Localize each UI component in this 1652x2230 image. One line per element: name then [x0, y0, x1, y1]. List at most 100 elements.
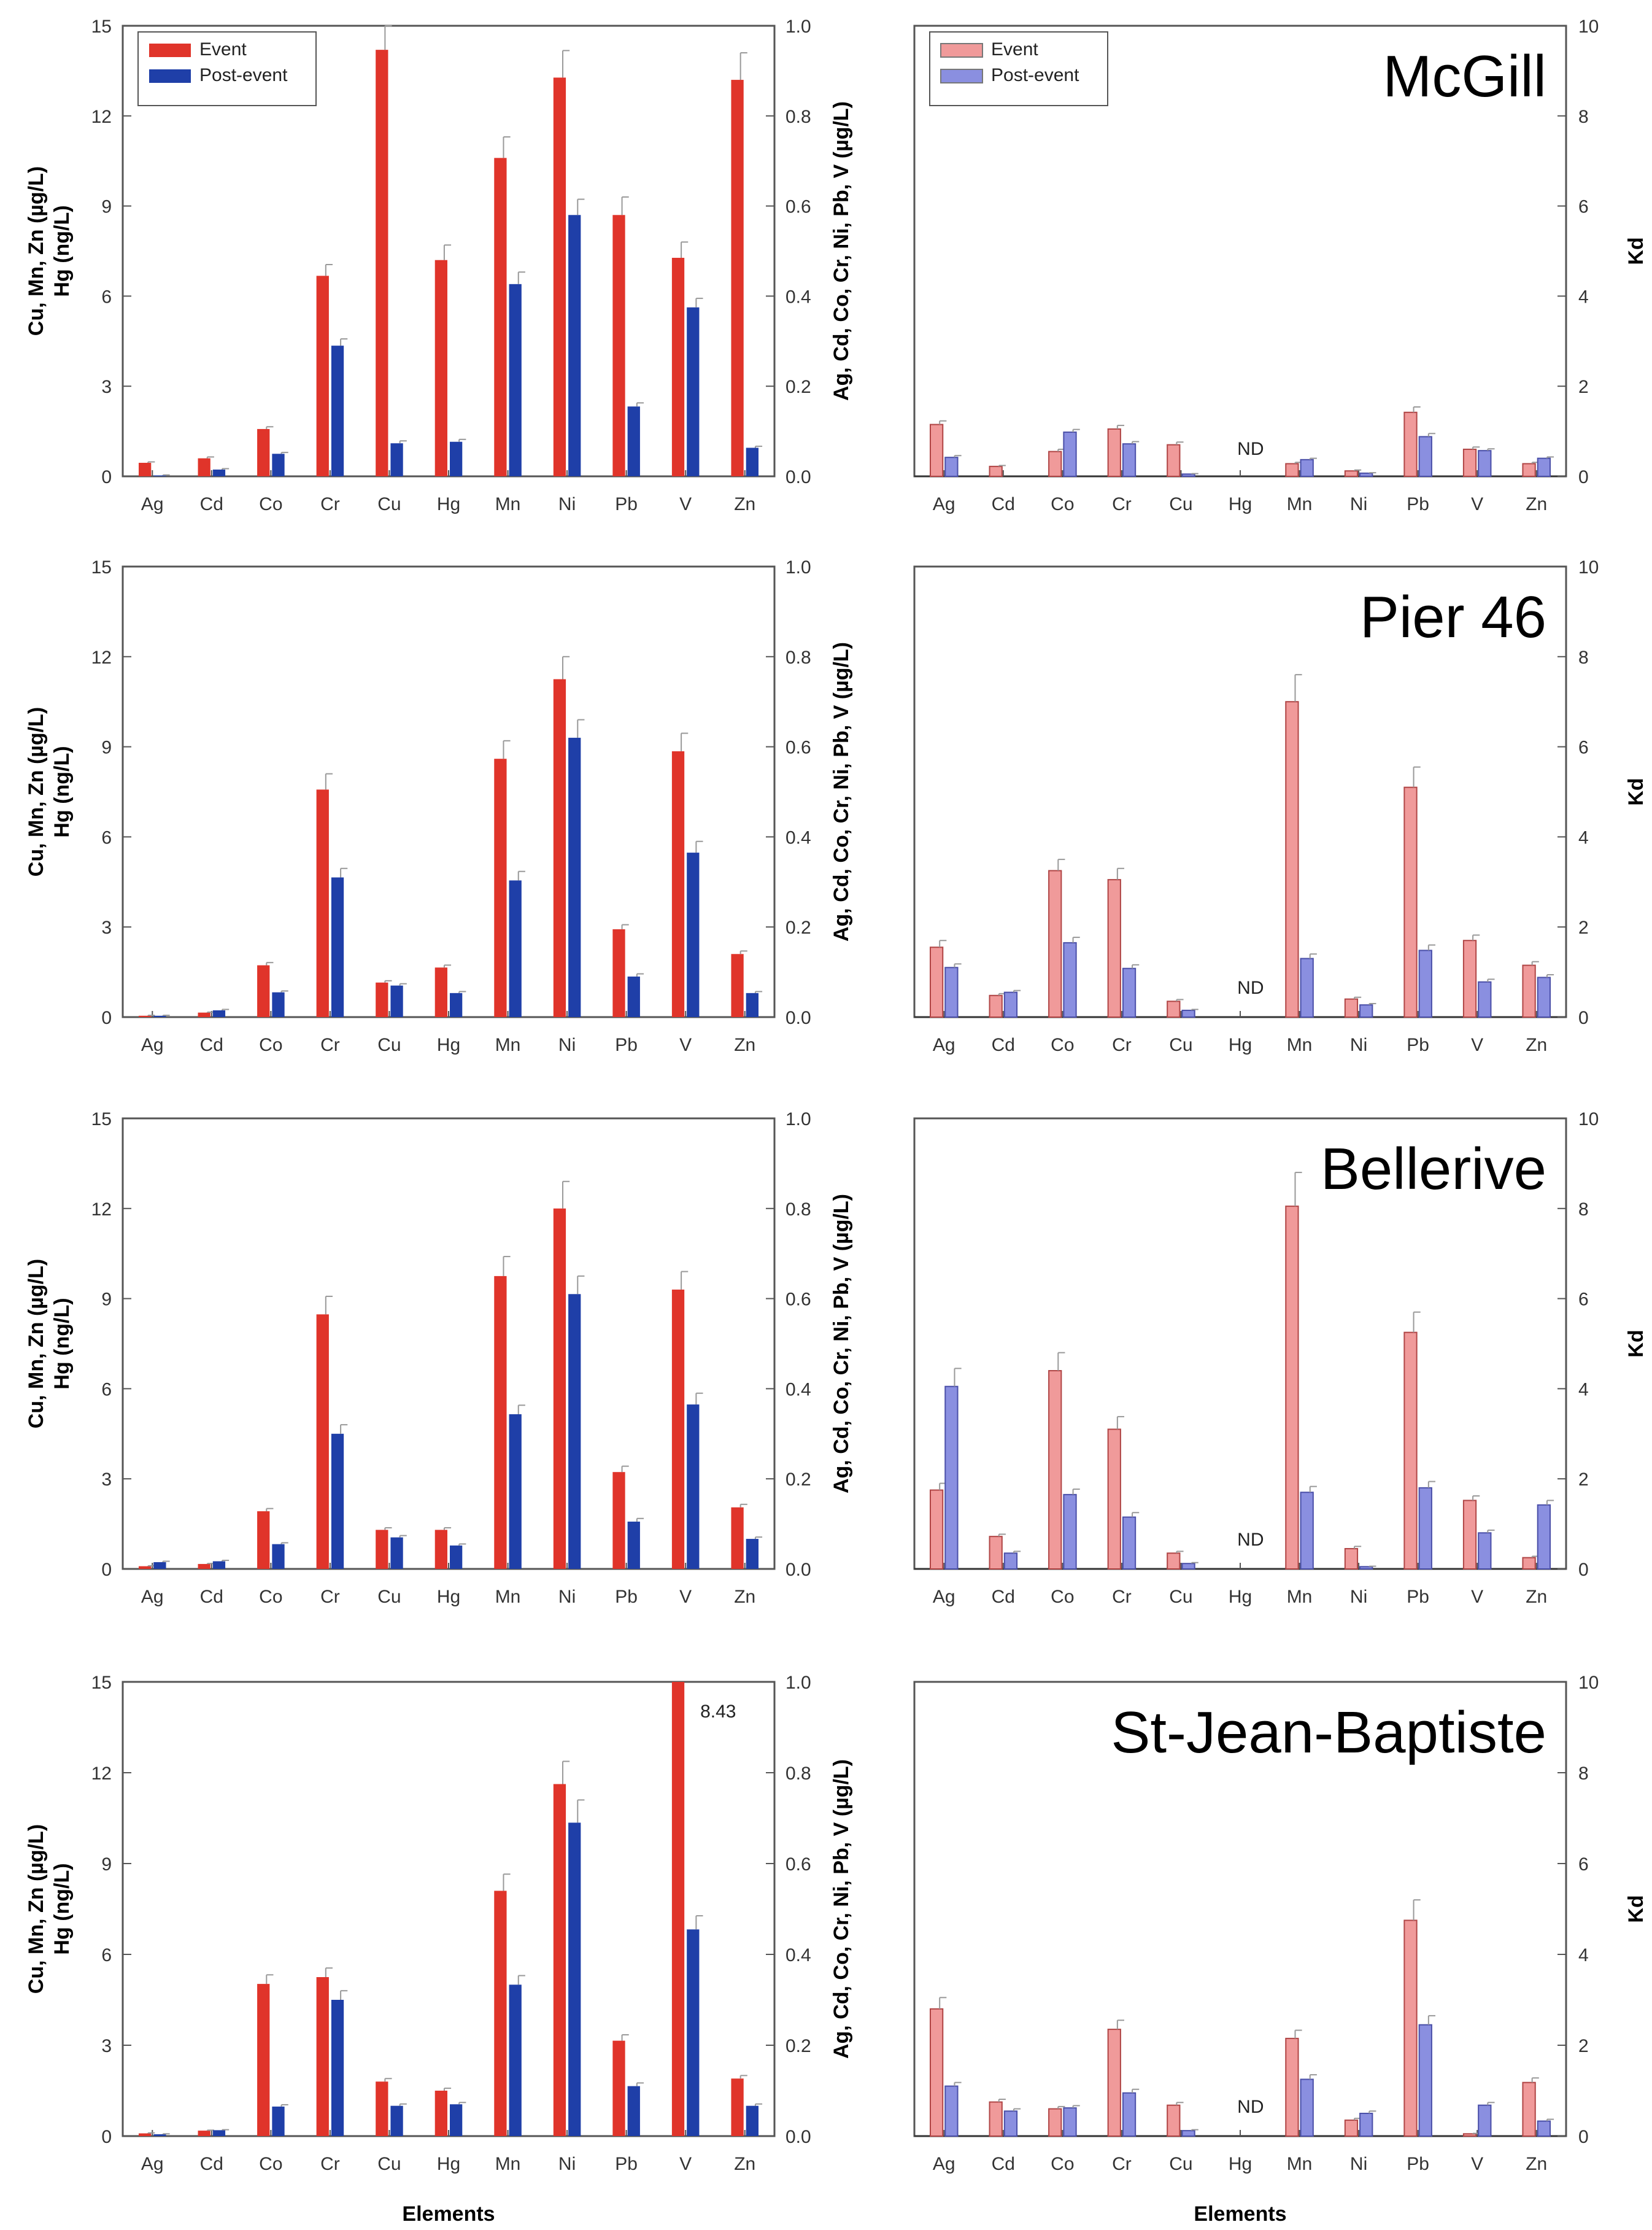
- x-tick-label: Ni: [558, 1587, 576, 1607]
- bar-post-event-cu: [1181, 1009, 1195, 1018]
- right-y-tick-label: 0.6: [785, 197, 811, 217]
- x-tick-label: Ni: [1350, 2154, 1367, 2174]
- left-y-axis-title-line1: Cu, Mn, Zn (µg/L): [25, 1824, 48, 1994]
- x-tick-label: Cr: [320, 494, 340, 514]
- right-y-tick-label: 0.0: [785, 2127, 811, 2147]
- bar-event-cd: [989, 994, 1003, 1018]
- x-axis-title: Elements: [402, 2202, 495, 2226]
- left-y-tick-label: 12: [91, 1763, 112, 1784]
- bar-post-event-ni: [1359, 472, 1373, 477]
- bar-post-event-pb: [627, 2086, 640, 2136]
- bar-event-ni: [553, 1208, 566, 1569]
- bar-event-v: [671, 1682, 685, 2136]
- bar-post-event-hg: [450, 1545, 463, 1569]
- left-y-tick-label: 9: [101, 738, 112, 758]
- bar-event-cd: [198, 2131, 210, 2136]
- nd-annotation: ND: [1237, 2097, 1264, 2117]
- bar-event-zn: [731, 2078, 744, 2136]
- x-tick-label: Co: [1051, 2154, 1074, 2174]
- left-y-tick-label: 6: [101, 827, 112, 848]
- left-y-tick-label: 15: [91, 557, 112, 578]
- x-tick-label: V: [1471, 1587, 1483, 1607]
- bar-event-hg: [434, 2091, 447, 2136]
- bar-post-event-cd: [1003, 1552, 1018, 1570]
- bar-event-mn: [494, 1276, 507, 1569]
- bar-event-v: [671, 751, 685, 1017]
- x-tick-label: Zn: [1526, 494, 1547, 514]
- x-tick-label: Mn: [495, 494, 521, 514]
- kd-y-tick-label: 10: [1578, 1109, 1599, 1129]
- bar-event-cr: [1107, 2029, 1121, 2137]
- bar-event-mn: [1285, 463, 1299, 477]
- x-tick-label: Ag: [141, 1035, 164, 1055]
- bar-event-co: [257, 965, 270, 1017]
- bar-event-ni: [1344, 998, 1359, 1018]
- x-tick-label: Cu: [1169, 1035, 1192, 1055]
- bar-post-event-zn: [746, 993, 759, 1017]
- left-y-tick-label: 9: [101, 1854, 112, 1875]
- bar-post-event-co: [1063, 2107, 1077, 2137]
- kd-panel-st-jean-baptiste: 0 2 4 6 8 10 Kd Ag Cd Co Cr Cu Hg Mn Ni Pb V Zn ND St-Jean-…: [913, 1673, 1648, 2226]
- legend-swatch-post-event: [149, 69, 191, 83]
- x-tick-label: Pb: [615, 494, 638, 514]
- nd-annotation: ND: [1237, 439, 1264, 459]
- bar-event-cu: [1167, 1001, 1181, 1018]
- bar-post-event-zn: [1537, 1504, 1551, 1570]
- bar-event-cr: [316, 1314, 329, 1569]
- x-tick-label: Cr: [1112, 2154, 1132, 2174]
- left-y-tick-label: 9: [101, 197, 112, 217]
- kd-y-tick-label: 0: [1578, 467, 1589, 487]
- x-tick-label: Ni: [558, 1035, 576, 1055]
- bar-event-co: [257, 1984, 270, 2136]
- legend-label-event: Event: [199, 39, 247, 60]
- bar-post-event-pb: [1418, 1487, 1432, 1570]
- left-y-axis-title-line2: Hg (ng/L): [50, 205, 74, 296]
- bar-post-event-cd: [212, 1010, 226, 1017]
- bar-event-cr: [1107, 428, 1121, 477]
- x-tick-label: Pb: [615, 2154, 638, 2174]
- left-y-tick-label: 6: [101, 287, 112, 307]
- x-tick-label: V: [679, 2154, 692, 2174]
- bar-post-event-cr: [331, 2000, 344, 2136]
- right-y-axis-title: Ag, Cd, Co, Cr, Ni, Pb, V (µg/L): [830, 642, 853, 942]
- bar-post-event-cu: [1181, 473, 1195, 478]
- legend-swatch-event: [940, 43, 983, 58]
- right-y-tick-label: 1.0: [785, 17, 811, 37]
- left-y-tick-label: 0: [101, 2127, 112, 2147]
- x-tick-label: Ni: [558, 2154, 576, 2174]
- right-y-tick-label: 0.4: [785, 827, 811, 848]
- right-y-axis-title: Ag, Cd, Co, Cr, Ni, Pb, V (µg/L): [830, 1759, 853, 2059]
- legend-label-event: Event: [991, 39, 1038, 60]
- left-y-tick-label: 15: [91, 1673, 112, 1693]
- bar-event-zn: [731, 1507, 744, 1569]
- kd-y-axis-title: Kd: [1624, 1330, 1648, 1357]
- right-y-tick-label: 0.0: [785, 467, 811, 487]
- x-tick-label: Mn: [1287, 1587, 1313, 1607]
- bar-post-event-mn: [1300, 958, 1314, 1018]
- bar-post-event-co: [1063, 942, 1077, 1018]
- bar-post-event-cu: [390, 1537, 403, 1569]
- right-y-tick-label: 0.4: [785, 287, 811, 307]
- bar-event-mn: [494, 158, 507, 477]
- bar-event-cu: [376, 2081, 388, 2136]
- bar-event-cu: [1167, 2104, 1181, 2137]
- x-tick-label: Cr: [1112, 494, 1132, 514]
- legend-label-post-event: Post-event: [199, 65, 288, 85]
- x-tick-label: V: [1471, 2154, 1483, 2174]
- left-y-tick-label: 15: [91, 17, 112, 37]
- bar-post-event-v: [687, 1929, 700, 2136]
- x-tick-label: Co: [259, 1587, 282, 1607]
- x-tick-label: Cd: [992, 494, 1015, 514]
- bar-event-ag: [929, 1489, 944, 1570]
- bar-post-event-co: [1063, 1493, 1077, 1570]
- x-tick-label: Ni: [558, 494, 576, 514]
- bar-event-zn: [1522, 964, 1536, 1018]
- bar-event-ag: [138, 462, 152, 476]
- left-y-tick-label: 15: [91, 1109, 112, 1129]
- bar-event-co: [1048, 451, 1062, 478]
- x-tick-label: Hg: [1229, 2154, 1252, 2174]
- bar-event-cd: [198, 1563, 210, 1569]
- x-tick-label: Co: [259, 1035, 282, 1055]
- bar-event-ag: [929, 424, 944, 478]
